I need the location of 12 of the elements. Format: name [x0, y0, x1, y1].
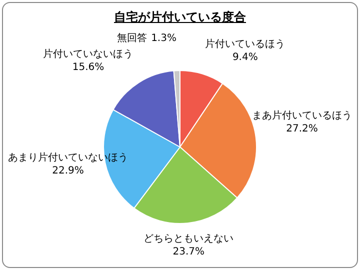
slice-label: 片付いているほう	[205, 38, 286, 50]
chart-title: 自宅が片付いている度合	[113, 9, 247, 26]
data-label: 22.9%	[52, 166, 84, 177]
slice-label: 無回答	[117, 32, 148, 44]
slice-label: 片付いていないほう	[43, 48, 134, 60]
data-label: 23.7%	[172, 246, 205, 258]
slice-label: どちらともいえない	[144, 234, 234, 245]
slice-label: まあ片付いているほう	[252, 110, 352, 122]
data-label: 15.6%	[72, 62, 104, 73]
data-label: 27.2%	[286, 124, 318, 135]
data-label: 9.4%	[232, 52, 258, 63]
data-label: 1.3%	[151, 33, 176, 44]
